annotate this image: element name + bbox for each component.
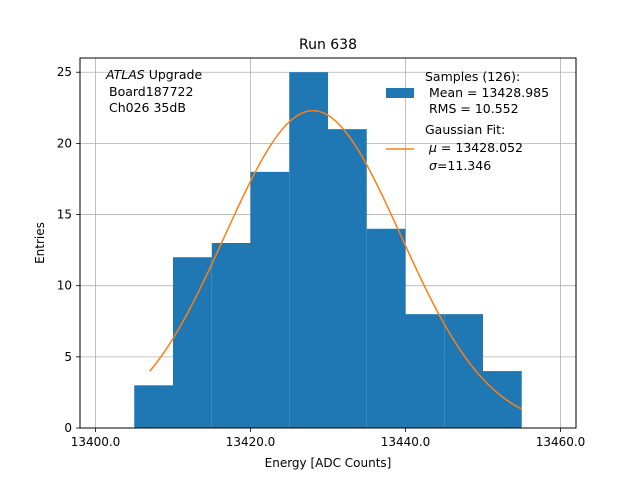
histogram-bar bbox=[250, 171, 290, 428]
histogram-bar bbox=[366, 228, 406, 428]
x-tick-label: 13400.0 bbox=[71, 435, 121, 449]
legend-mu-value: = 13428.052 bbox=[437, 140, 523, 155]
chart-title: Run 638 bbox=[299, 37, 357, 53]
histogram-bar bbox=[173, 257, 212, 428]
gaussian-fit bbox=[149, 109, 523, 410]
legend-mu-symbol: μ bbox=[428, 140, 437, 155]
annotation-box: ATLAS Upgrade Board187722 Ch026 35dB bbox=[105, 67, 202, 115]
y-axis-label: Entries bbox=[33, 222, 47, 264]
x-tick-label: 13420.0 bbox=[226, 435, 276, 449]
histogram-bar bbox=[134, 385, 173, 428]
legend-samples-rms: RMS = 10.552 bbox=[429, 101, 519, 116]
histogram-bar bbox=[405, 314, 445, 428]
annotation-line-2: Board187722 bbox=[109, 84, 193, 99]
annotation-upgrade: Upgrade bbox=[145, 67, 203, 82]
legend-fit-title: Gaussian Fit: bbox=[425, 122, 505, 137]
legend-fit-mu: μ = 13428.052 bbox=[428, 140, 523, 155]
legend-samples-title: Samples (126): bbox=[425, 69, 520, 84]
y-axis-ticks: 0 5 10 15 20 25 bbox=[57, 65, 80, 435]
x-axis-label: Energy [ADC Counts] bbox=[265, 456, 392, 470]
gaussian-fit-line bbox=[149, 109, 523, 410]
y-tick-label: 25 bbox=[57, 65, 72, 79]
legend-fit-sigma: σ=11.346 bbox=[429, 158, 491, 173]
histogram-bar bbox=[289, 72, 328, 428]
x-axis-ticks: 13400.0 13420.0 13440.0 13460.0 bbox=[71, 428, 586, 449]
x-tick-label: 13440.0 bbox=[381, 435, 431, 449]
annotation-line-3: Ch026 35dB bbox=[109, 100, 186, 115]
legend-samples-swatch bbox=[386, 88, 414, 98]
plot-frame bbox=[79, 57, 577, 429]
histogram-bar bbox=[328, 129, 367, 428]
y-tick-label: 20 bbox=[57, 136, 72, 150]
histogram-bar bbox=[444, 314, 483, 428]
legend: Samples (126): Mean = 13428.985 RMS = 10… bbox=[386, 69, 549, 173]
y-tick-label: 10 bbox=[57, 279, 72, 293]
legend-samples-mean: Mean = 13428.985 bbox=[429, 85, 549, 100]
annotation-atlas: ATLAS bbox=[105, 67, 145, 82]
annotation-line-1: ATLAS Upgrade bbox=[105, 67, 202, 82]
histogram-bar bbox=[483, 371, 522, 428]
x-tick-label: 13460.0 bbox=[536, 435, 586, 449]
histogram-bar bbox=[211, 243, 251, 428]
y-tick-label: 5 bbox=[64, 350, 72, 364]
legend-sigma-value: =11.346 bbox=[437, 158, 491, 173]
y-tick-label: 0 bbox=[64, 421, 72, 435]
y-tick-label: 15 bbox=[57, 208, 72, 222]
legend-sigma-symbol: σ bbox=[429, 158, 438, 173]
histogram-bars bbox=[134, 72, 522, 428]
